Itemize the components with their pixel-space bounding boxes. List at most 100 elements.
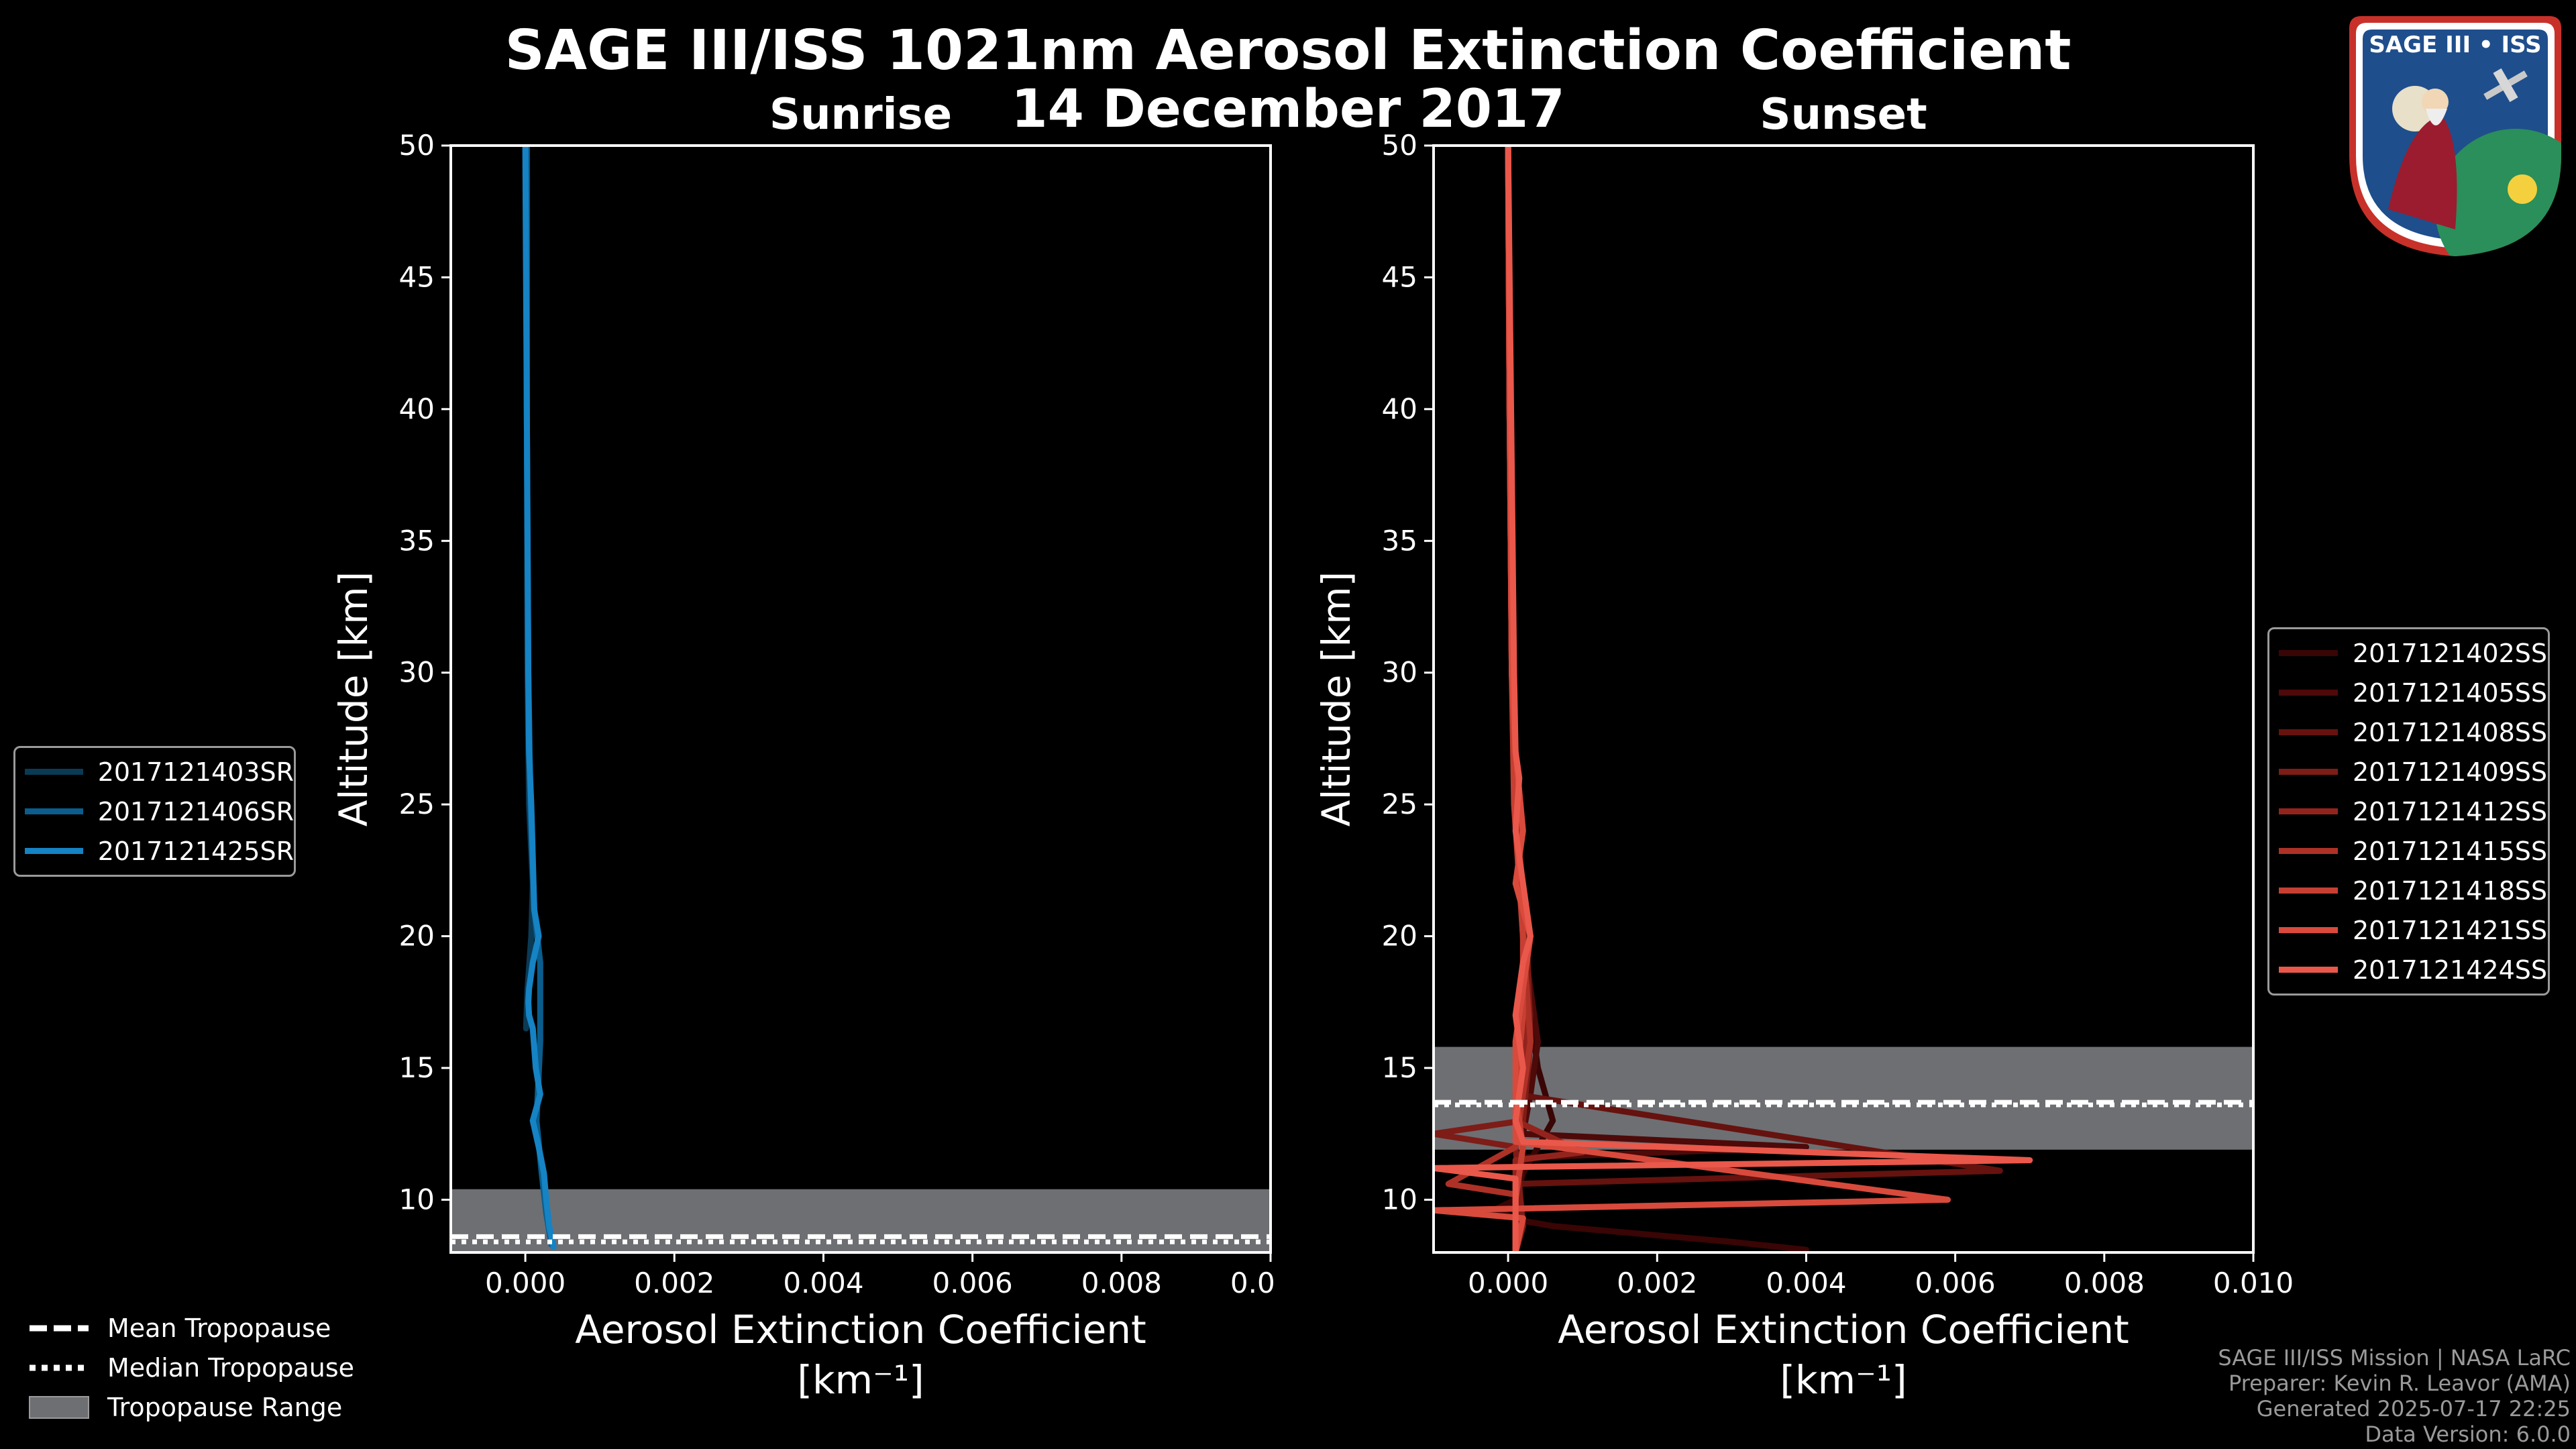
x-tick-label: 0.000: [1468, 1267, 1548, 1299]
legend-item: 2017121406SR: [15, 792, 294, 831]
y-tick-label: 35: [1382, 524, 1417, 557]
y-tick-label: 10: [399, 1183, 435, 1216]
legend-swatch: [2279, 769, 2338, 775]
legend-label: 2017121403SR: [97, 757, 294, 787]
legend-item: 2017121418SS: [2269, 871, 2548, 910]
main-title: SAGE III/ISS 1021nm Aerosol Extinction C…: [504, 19, 2072, 83]
x-tick-label: 0.010: [1230, 1267, 1275, 1299]
legend-item: Median Tropopause: [20, 1348, 396, 1387]
x-axis-unit: [km⁻¹]: [1780, 1357, 1907, 1403]
sunrise-title: Sunrise: [769, 90, 953, 140]
legend-label: 2017121412SS: [2353, 796, 2548, 826]
plot-content: [451, 146, 1271, 1252]
legend-swatch: [2279, 650, 2338, 656]
legend-item: Tropopause Range: [20, 1387, 396, 1427]
legend-swatch: [25, 848, 83, 854]
credits-version: Data Version: 6.0.0: [2365, 1421, 2571, 1447]
legend-swatch: [2279, 729, 2338, 735]
credits: SAGE III/ISS Mission | NASA LaRC Prepare…: [2218, 1345, 2571, 1447]
y-tick-label: 10: [1382, 1183, 1417, 1216]
legend-label: 2017121402SS: [2353, 638, 2548, 668]
legend-label: 2017121425SR: [97, 836, 294, 866]
legend-swatch: [2279, 927, 2338, 933]
y-axis-label: Altitude [km]: [1313, 572, 1359, 826]
sunrise-chart: 10 15 20 25 30 35 40 45 50 0.000 0.002 0.004 0.006 0.…: [331, 129, 1275, 1403]
x-tick-label: 0.006: [932, 1267, 1013, 1299]
legend-label: Mean Tropopause: [107, 1313, 331, 1343]
sunrise-legend: 2017121403SR 2017121406SR 2017121425SR: [13, 746, 296, 877]
legend-item: 2017121405SS: [2269, 673, 2548, 712]
legend-item: 2017121415SS: [2269, 831, 2548, 871]
x-axis-unit: [km⁻¹]: [797, 1357, 924, 1403]
x-tick-label: 0.000: [485, 1267, 566, 1299]
legend-label: 2017121409SS: [2353, 757, 2548, 787]
credits-mission: SAGE III/ISS Mission | NASA LaRC: [2218, 1345, 2571, 1371]
y-tick-label: 20: [399, 920, 435, 953]
tropopause-range-band: [1434, 1046, 2253, 1150]
series-line-2017121424SS: [1434, 146, 2033, 1252]
legend-label: 2017121406SR: [97, 796, 294, 826]
sunset-title: Sunset: [1760, 90, 1927, 140]
x-tick-label: 0.004: [783, 1267, 863, 1299]
date-subtitle: 14 December 2017: [1011, 79, 1565, 140]
legend-item: 2017121424SS: [2269, 950, 2548, 989]
y-tick-label: 40: [399, 392, 435, 425]
sage-iii-iss-logo: SAGE III • ISS: [2349, 16, 2561, 256]
legend-label: 2017121415SS: [2353, 836, 2548, 866]
x-tick-label: 0.002: [634, 1267, 714, 1299]
credits-generated: Generated 2025-07-17 22:25: [2256, 1396, 2571, 1421]
logo-text: SAGE III • ISS: [2369, 32, 2541, 58]
legend-item: Mean Tropopause: [20, 1308, 396, 1348]
legend-label: 2017121418SS: [2353, 875, 2548, 906]
plot-area: [451, 146, 1271, 1252]
x-tick-label: 0.008: [1081, 1267, 1162, 1299]
y-tick-label: 20: [1382, 920, 1417, 953]
y-tick-label: 45: [1382, 260, 1417, 293]
sunset-legend: 2017121402SS 2017121405SS 2017121408SS 2…: [2267, 627, 2550, 996]
x-axis-label: Aerosol Extinction Coefficient: [575, 1307, 1146, 1352]
tropopause-legend: Mean Tropopause Median Tropopause Tropop…: [20, 1308, 396, 1427]
legend-label: 2017121405SS: [2353, 678, 2548, 708]
y-tick-label: 15: [1382, 1051, 1417, 1084]
legend-swatch: [2279, 848, 2338, 854]
legend-swatch: [2279, 888, 2338, 894]
y-tick-label: 30: [1382, 656, 1417, 689]
series-line-2017121425SR: [522, 146, 557, 1250]
legend-label: 2017121408SS: [2353, 717, 2548, 747]
y-tick-label: 50: [399, 129, 435, 162]
legend-item: 2017121403SR: [15, 752, 294, 792]
credits-preparer: Preparer: Kevin R. Leavor (AMA): [2228, 1371, 2571, 1396]
y-axis-label: Altitude [km]: [331, 572, 376, 826]
legend-swatch: [29, 1395, 89, 1419]
legend-swatch: [2279, 690, 2338, 696]
y-tick-label: 25: [399, 788, 435, 820]
x-tick-label: 0.006: [1915, 1267, 1996, 1299]
y-tick-label: 50: [1382, 129, 1417, 162]
legend-item: 2017121409SS: [2269, 752, 2548, 792]
x-axis-label: Aerosol Extinction Coefficient: [1558, 1307, 2129, 1352]
legend-swatch: [25, 769, 83, 775]
y-tick-label: 25: [1382, 788, 1417, 820]
legend-label: Tropopause Range: [107, 1392, 343, 1422]
y-tick-label: 35: [399, 524, 435, 557]
legend-label: Median Tropopause: [107, 1352, 354, 1383]
plot-frame: [1432, 144, 2255, 1254]
y-tick-label: 45: [399, 260, 435, 293]
y-tick-label: 15: [399, 1051, 435, 1084]
x-tick-label: 0.004: [1766, 1267, 1846, 1299]
x-tick-label: 0.008: [2064, 1267, 2145, 1299]
legend-label: 2017121424SS: [2353, 955, 2548, 985]
legend-item: 2017121408SS: [2269, 712, 2548, 752]
x-tick-label: 0.002: [1617, 1267, 1697, 1299]
y-tick-label: 40: [1382, 392, 1417, 425]
legend-item: 2017121412SS: [2269, 792, 2548, 831]
legend-item: 2017121402SS: [2269, 633, 2548, 673]
plot-frame: [449, 144, 1272, 1254]
legend-swatch: [2279, 967, 2338, 973]
legend-label: 2017121421SS: [2353, 915, 2548, 945]
legend-item: 2017121425SR: [15, 831, 294, 871]
x-tick-label: 0.010: [2213, 1267, 2294, 1299]
legend-swatch: [25, 808, 83, 814]
plot-content: [1434, 146, 2253, 1252]
